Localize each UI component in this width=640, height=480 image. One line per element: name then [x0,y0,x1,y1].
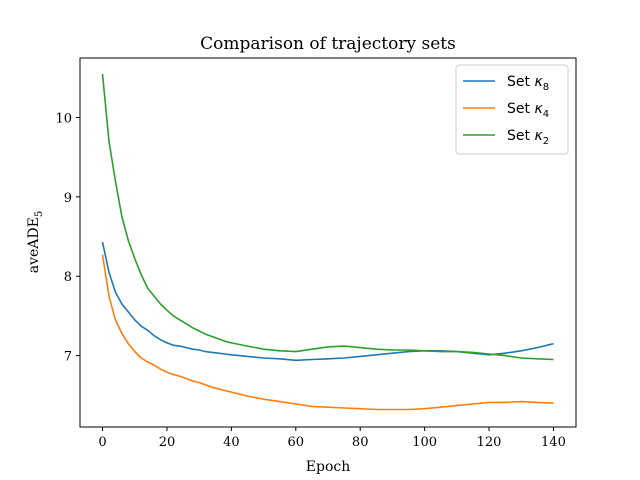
legend-entry-2: Set κ2 [507,128,549,147]
x-tick-label: 0 [98,435,106,450]
legend-entry-8: Set κ8 [507,74,549,93]
series-line-4 [101,254,554,411]
y-ticks: 7 8 9 10 [55,112,80,365]
chart-title: Comparison of trajectory sets [200,34,456,54]
legend-entry-sub: 4 [543,109,549,120]
y-axis-label-main: aveADE [26,217,42,273]
x-tick-label: 120 [477,435,502,450]
x-tick-label: 20 [159,435,176,450]
legend-entry-main: Set [507,74,534,90]
legend-entry-main: Set [507,101,534,117]
x-tick-label: 60 [288,435,305,450]
y-tick-label: 9 [64,191,72,206]
y-tick-label: 10 [55,112,72,127]
legend-entry-sub: 8 [543,82,549,93]
legend-entry-sub: 2 [543,136,549,147]
y-axis-label-sub: 5 [34,211,45,217]
x-tick-label: 100 [412,435,437,450]
y-tick-label: 8 [64,270,72,285]
x-tick-label: 140 [541,435,566,450]
series-line-8 [101,241,554,362]
y-tick-label: 7 [64,350,72,365]
legend-entry-4: Set κ4 [507,101,549,120]
plot-frame [79,57,577,428]
x-axis-label: Epoch [306,459,350,475]
plot-area [101,73,554,411]
x-tick-label: 80 [352,435,369,450]
y-axis-label: aveADE5 [26,211,45,273]
legend-entry-main: Set [507,128,534,144]
legend-entry-var: κ [534,128,543,144]
x-tick-label: 40 [223,435,240,450]
series-line-2 [101,73,554,361]
legend-entry-var: κ [534,101,543,117]
x-ticks: 0 20 40 60 80 100 120 140 [98,427,566,450]
legend-entry-var: κ [534,74,543,90]
legend-frame [455,64,569,155]
